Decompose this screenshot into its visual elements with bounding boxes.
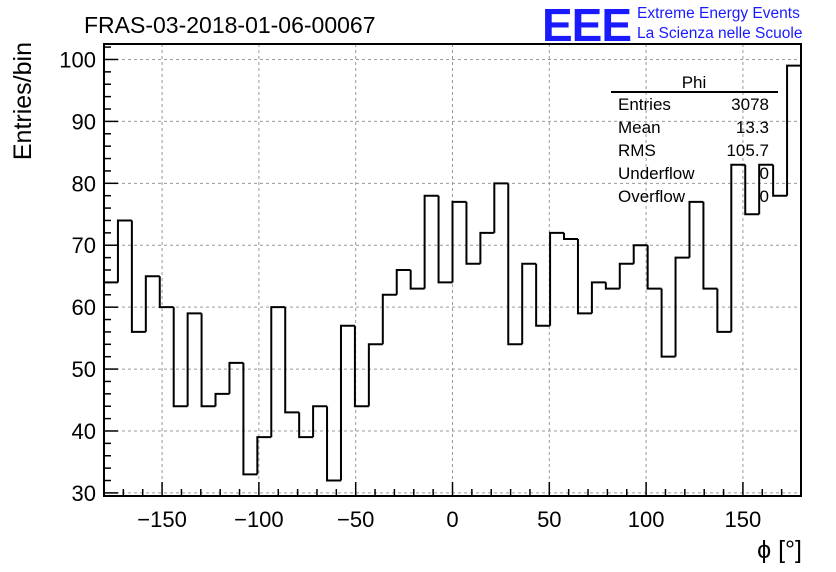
- y-tick-label-3: 60: [72, 295, 96, 320]
- x-tick-label-2: −50: [337, 507, 374, 532]
- stats-mean-value: 13.3: [736, 118, 769, 137]
- stats-rms-value: 105.7: [726, 141, 769, 160]
- x-tick-label-6: 150: [725, 507, 762, 532]
- histogram-bin-6: [186, 312, 202, 407]
- histogram-bin-4: [158, 276, 174, 309]
- histogram-bin-45: [730, 163, 746, 332]
- histogram-bin-44: [716, 288, 732, 333]
- histogram-bin-29: [507, 183, 523, 346]
- histogram-bin-2: [130, 220, 146, 333]
- histogram-bin-3: [144, 275, 160, 332]
- histogram-bin-40: [660, 288, 676, 358]
- histogram-series: [104, 64, 801, 482]
- histogram-bin-38: [632, 244, 648, 264]
- histogram-bin-32: [549, 231, 565, 326]
- y-tick-label-7: 100: [59, 47, 96, 72]
- y-tick-label-0: 30: [72, 481, 96, 506]
- eee-logo-line2: La Scienza nelle Scuole: [637, 25, 802, 42]
- histogram-bin-13: [284, 307, 300, 414]
- histogram-bin-46: [744, 164, 760, 216]
- histogram-bin-47: [758, 163, 774, 215]
- y-tick-label-5: 80: [72, 171, 96, 196]
- histogram-bin-30: [521, 262, 537, 345]
- stats-entries-value: 3078: [731, 95, 769, 114]
- histogram-bin-26: [465, 201, 481, 265]
- stats-box: Phi Entries 3078 Mean 13.3 RMS 105.7 Und…: [611, 73, 778, 206]
- histogram-bin-34: [576, 239, 592, 315]
- histogram-bin-43: [702, 201, 718, 290]
- x-tick-label-1: −100: [234, 507, 284, 532]
- histogram-bin-20: [381, 293, 397, 345]
- chart-title: FRAS-03-2018-01-06-00067: [84, 12, 376, 38]
- stats-rms-label: RMS: [618, 141, 656, 160]
- stats-mean-label: Mean: [618, 118, 661, 137]
- histogram-bin-33: [563, 232, 578, 241]
- eee-logo: EEE Extreme Energy Events La Scienza nel…: [542, 0, 802, 51]
- x-axis-title: ϕ [°]: [757, 536, 802, 564]
- y-tick-label-6: 90: [72, 109, 96, 134]
- histogram-bin-14: [298, 412, 314, 439]
- histogram-bin-23: [423, 194, 439, 289]
- stats-underflow-value: 0: [760, 164, 769, 183]
- eee-logo-mark: EEE: [542, 0, 631, 51]
- histogram-bin-15: [312, 405, 328, 438]
- y-tick-label-1: 40: [72, 419, 96, 444]
- histogram-bin-42: [688, 200, 704, 258]
- x-tick-label-3: 0: [446, 507, 458, 532]
- x-tick-labels: −150 −100 −50 0 50 100 150: [137, 507, 761, 532]
- histogram-bin-11: [256, 436, 272, 475]
- histogram-bin-36: [604, 282, 620, 290]
- histogram-bin-25: [451, 200, 467, 283]
- histogram-bin-22: [409, 270, 425, 290]
- histogram-bin-16: [326, 406, 341, 482]
- histogram-bin-37: [618, 262, 634, 289]
- histogram-bin-1: [116, 219, 132, 283]
- axis-ticks: [104, 46, 783, 496]
- stats-box-title: Phi: [682, 73, 707, 92]
- histogram-bin-41: [674, 256, 690, 357]
- histogram-bin-17: [339, 324, 355, 481]
- x-tick-label-4: 50: [537, 507, 561, 532]
- histogram-bin-7: [200, 313, 216, 408]
- histogram-bin-48: [772, 164, 788, 197]
- x-tick-label-0: −150: [137, 507, 187, 532]
- y-tick-labels: 30 40 50 60 70 80 90 100: [59, 47, 96, 505]
- histogram-bin-9: [228, 361, 244, 394]
- histogram-bin-19: [367, 343, 383, 407]
- histogram-bin-8: [214, 392, 230, 407]
- histogram-bin-18: [353, 325, 369, 408]
- stats-entries-label: Entries: [618, 95, 671, 114]
- histogram-bin-24: [437, 195, 453, 284]
- histogram-bin-35: [590, 281, 606, 314]
- stats-overflow-label: Overflow: [618, 187, 686, 206]
- histogram-bin-39: [646, 245, 662, 290]
- histogram-bin-27: [479, 231, 495, 264]
- y-tick-label-4: 70: [72, 233, 96, 258]
- y-axis-title: Entries/bin: [9, 42, 37, 160]
- x-tick-label-5: 100: [628, 507, 665, 532]
- histogram-bin-28: [493, 182, 509, 233]
- histogram-bin-10: [242, 362, 258, 476]
- stats-overflow-value: 0: [760, 187, 769, 206]
- histogram-bin-5: [172, 307, 188, 408]
- histogram-bin-49: [786, 64, 801, 196]
- y-tick-label-2: 50: [72, 357, 96, 382]
- histogram-bin-31: [535, 263, 551, 327]
- eee-logo-line1: Extreme Energy Events: [637, 5, 800, 22]
- histogram-bin-12: [270, 306, 286, 438]
- stats-underflow-label: Underflow: [618, 164, 695, 183]
- histogram-bin-21: [395, 269, 411, 295]
